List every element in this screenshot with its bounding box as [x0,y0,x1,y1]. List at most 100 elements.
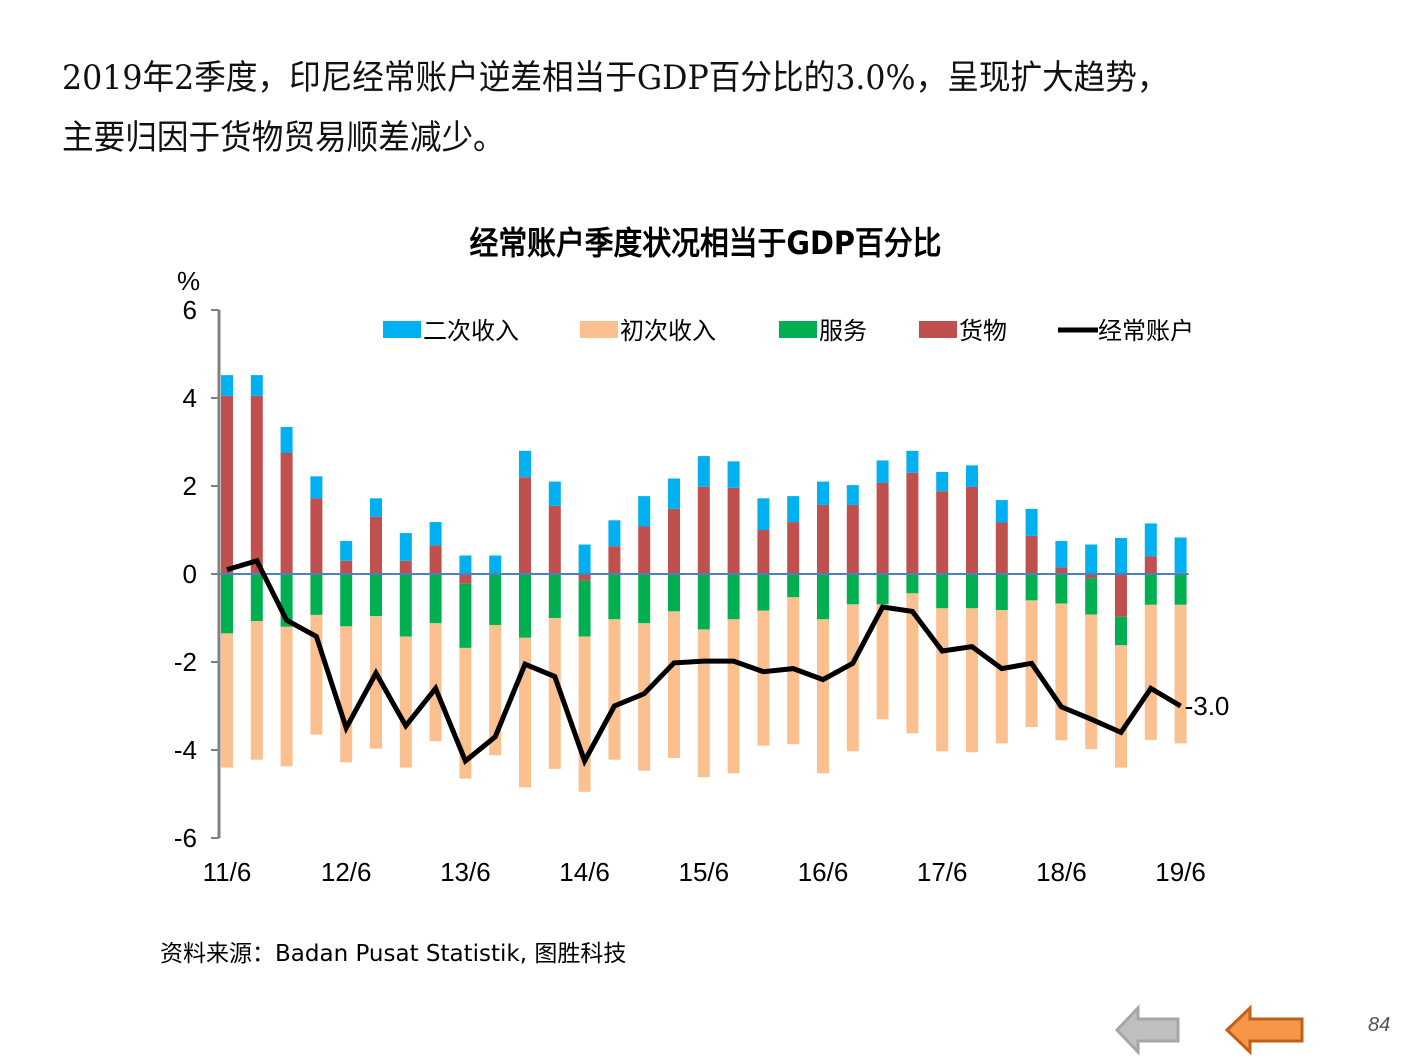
bar-services [430,574,442,623]
back-button[interactable] [1224,1004,1306,1060]
page-number: 84 [1368,1014,1390,1037]
bar-primary-income [1175,605,1187,744]
bar-services [1026,574,1038,600]
y-tick-label: -4 [174,735,197,765]
bar-services [310,574,322,615]
bar-services [370,574,382,616]
bar-services [668,574,680,611]
bar-services [698,574,710,629]
bar-secondary-income [459,556,471,574]
bar-goods [400,561,412,574]
x-tick-label: 19/6 [1155,857,1206,887]
bar-secondary-income [1055,541,1067,567]
bar-secondary-income [489,556,501,574]
legend-swatch [383,321,421,338]
bar-secondary-income [608,520,620,546]
bar-secondary-income [817,482,829,505]
bar-goods [936,491,948,574]
x-tick-label: 14/6 [559,857,610,887]
y-tick-label: 4 [183,383,197,413]
legend-item: 初次收入 [580,317,716,345]
bar-primary-income [579,636,591,791]
bar-secondary-income [251,375,263,396]
bar-primary-income [698,629,710,777]
legend-label: 二次收入 [423,317,519,345]
bar-goods [251,396,263,574]
bar-secondary-income [966,465,978,487]
bar-secondary-income [728,461,740,487]
bar-secondary-income [549,482,561,506]
bar-services [608,574,620,619]
x-tick-label: 13/6 [440,857,491,887]
bar-primary-income [340,626,352,762]
bar-goods [1145,556,1157,574]
bar-goods [310,498,322,574]
bar-services [1085,578,1097,614]
bar-services [847,574,859,604]
bar-services [936,574,948,608]
bar-services [1175,574,1187,605]
bar-goods [728,488,740,574]
bar-services [1055,574,1067,603]
legend: 二次收入 初次收入 服务 货物 经常账户 [383,317,1194,345]
x-tick-label: 17/6 [917,857,968,887]
bar-secondary-income [1175,537,1187,572]
legend-label: 服务 [819,317,867,345]
bar-services [251,574,263,621]
bar-goods [608,546,620,574]
bar-goods [847,505,859,574]
legend-label: 初次收入 [620,317,716,345]
bar-secondary-income [221,375,233,396]
legend-swatch [580,321,618,338]
bar-services [579,581,591,637]
bar-secondary-income [787,496,799,522]
bar-goods [549,506,561,574]
x-tick-label: 18/6 [1036,857,1087,887]
prev-page-button[interactable] [1114,1004,1182,1060]
bar-primary-income [817,619,829,773]
bar-secondary-income [400,533,412,561]
bars-layer [221,375,1187,792]
bar-secondary-income [370,498,382,516]
bar-services [1145,574,1157,605]
bar-secondary-income [579,545,591,574]
bar-primary-income [757,611,769,746]
bar-secondary-income [906,451,918,473]
bar-primary-income [1085,614,1097,749]
bar-services [489,574,501,625]
bar-services [400,574,412,636]
bar-goods [281,453,293,574]
bar-services [549,574,561,618]
legend-swatch [779,321,817,338]
bar-services [459,584,471,648]
bar-goods [817,505,829,574]
legend-label: 货物 [959,317,1007,345]
bar-secondary-income [936,472,948,491]
bar-services [638,574,650,623]
bar-primary-income [1145,605,1157,740]
bar-primary-income [400,636,412,767]
bar-primary-income [877,604,889,719]
legend-item: 二次收入 [383,317,519,345]
bar-secondary-income [310,476,322,498]
bar-services [817,574,829,619]
bar-primary-income [996,610,1008,743]
legend-item: 经常账户 [1058,317,1194,345]
bar-goods [787,522,799,574]
bar-secondary-income [430,522,442,545]
bar-secondary-income [1085,545,1097,574]
bar-primary-income [251,621,263,760]
bar-goods [1026,536,1038,574]
bar-primary-income [608,619,620,759]
bar-primary-income [519,638,531,788]
legend-swatch [919,321,957,338]
bar-secondary-income [757,498,769,530]
y-axis-unit-label: % [177,266,200,296]
x-tick-label: 12/6 [321,857,372,887]
bar-goods [1115,574,1127,617]
bar-goods [430,545,442,574]
y-tick-label: 2 [183,471,197,501]
legend-label: 经常账户 [1098,317,1194,345]
